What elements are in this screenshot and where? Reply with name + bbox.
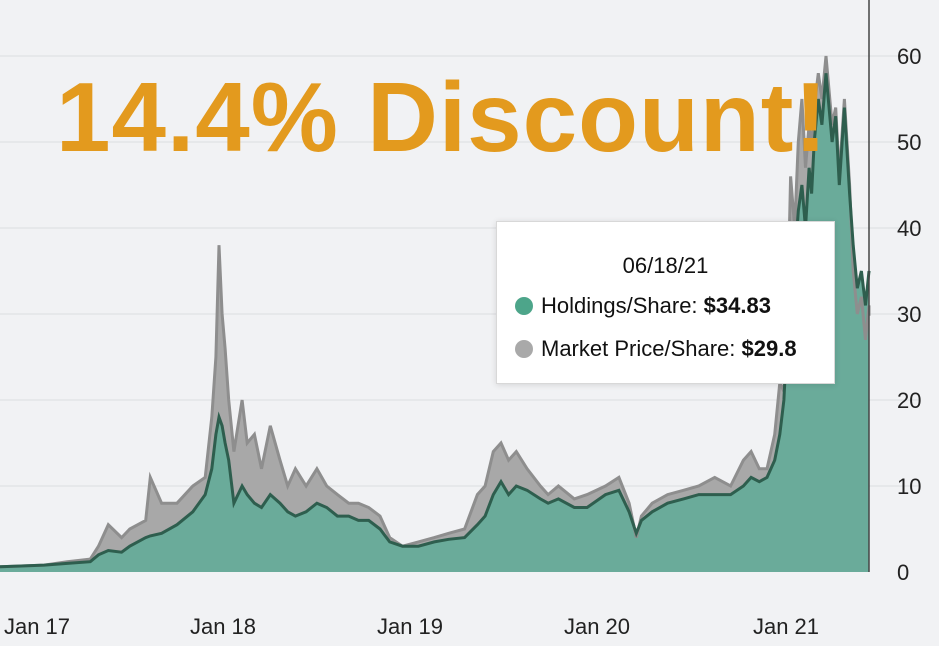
x-tick-label: Jan 20: [564, 614, 630, 639]
y-tick-label: 40: [897, 216, 921, 241]
y-tick-label: 30: [897, 302, 921, 327]
y-tick-label: 50: [897, 130, 921, 155]
holdings-dot-icon: [515, 297, 533, 315]
y-axis-ticks: 0 10 20 30 40 50 60: [897, 44, 921, 585]
tooltip-holdings-row: Holdings/Share: $34.83: [515, 293, 771, 319]
tooltip-date: 06/18/21: [622, 253, 709, 278]
tooltip-holdings-label: Holdings/Share:: [541, 293, 704, 318]
y-tick-label: 20: [897, 388, 921, 413]
holdings-area: [0, 73, 869, 572]
chart-tooltip: 06/18/21 Holdings/Share: $34.83 Market P…: [496, 221, 835, 384]
tooltip-market-value: $29.8: [741, 336, 797, 361]
discount-headline: 14.4% Discount!: [56, 62, 828, 172]
y-tick-label: 0: [897, 560, 909, 585]
x-tick-label: Jan 21: [753, 614, 819, 639]
holdings-line: [0, 73, 871, 569]
market-price-line: [0, 55, 871, 569]
tooltip-market-label: Market Price/Share:: [541, 336, 742, 361]
market-dot-icon: [515, 340, 533, 358]
x-tick-label: Jan 18: [190, 614, 256, 639]
x-axis-ticks: Jan 17 Jan 18 Jan 19 Jan 20 Jan 21: [4, 614, 819, 639]
y-tick-label: 10: [897, 474, 921, 499]
x-tick-label: Jan 19: [377, 614, 443, 639]
tooltip-market-row: Market Price/Share: $29.8: [515, 336, 797, 362]
x-tick-label: Jan 17: [4, 614, 70, 639]
y-tick-label: 60: [897, 44, 921, 69]
tooltip-holdings-value: $34.83: [703, 293, 771, 318]
